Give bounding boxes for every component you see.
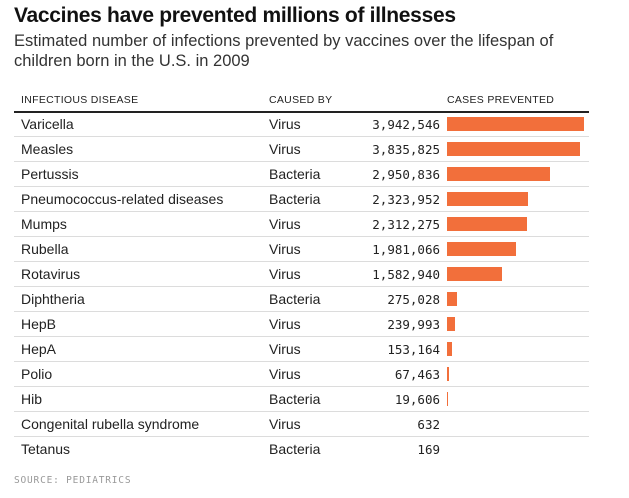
cases-bar <box>447 242 516 256</box>
cases-value-label: 2,312,275 <box>372 217 440 232</box>
cases-bar <box>447 142 581 156</box>
table-row: Mumps Virus 2,312,275 <box>14 212 589 237</box>
table-header: INFECTIOUS DISEASE CAUSED BY CASES PREVE… <box>14 94 589 113</box>
disease-name: HepB <box>21 316 57 332</box>
disease-name: HepA <box>21 341 57 357</box>
disease-name: Pneumococcus-related diseases <box>21 191 224 207</box>
cases-bar <box>447 167 550 181</box>
table-row: Rubella Virus 1,981,066 <box>14 237 589 262</box>
caused-by: Virus <box>269 241 301 257</box>
cases-value-label: 275,028 <box>387 292 440 307</box>
cases-value-label: 239,993 <box>387 317 440 332</box>
disease-name: Mumps <box>21 216 67 232</box>
caused-by: Virus <box>269 416 301 432</box>
cases-value-label: 169 <box>417 442 440 457</box>
table-row: Measles Virus 3,835,825 <box>14 137 589 162</box>
table-row: Rotavirus Virus 1,582,940 <box>14 262 589 287</box>
caused-by: Bacteria <box>269 191 321 207</box>
cases-bar <box>447 342 453 356</box>
cases-value-label: 153,164 <box>387 342 440 357</box>
caused-by: Virus <box>269 266 301 282</box>
disease-name: Tetanus <box>21 441 71 457</box>
cases-bar <box>447 317 456 331</box>
table-row: Tetanus Bacteria 169 <box>14 437 589 461</box>
table-body: Varicella Virus 3,942,546 Measles Virus 3,835… <box>14 112 589 461</box>
cases-bar <box>447 392 448 406</box>
chart-title: Vaccines have prevented millions of illn… <box>14 4 456 27</box>
table-row: Diphtheria Bacteria 275,028 <box>14 287 589 312</box>
caused-by: Virus <box>269 141 301 157</box>
table-row: Pertussis Bacteria 2,950,836 <box>14 162 589 187</box>
cases-value-label: 2,950,836 <box>372 167 440 182</box>
cases-value-label: 2,323,952 <box>372 192 440 207</box>
table-row: Pneumococcus-related diseases Bacteria 2,3… <box>14 187 589 212</box>
table-row: Congenital rubella syndrome Virus 632 <box>14 412 589 437</box>
caused-by: Virus <box>269 216 301 232</box>
table-row: Hib Bacteria 19,606 <box>14 387 589 412</box>
table-row: Varicella Virus 3,942,546 <box>14 112 589 137</box>
disease-name: Rotavirus <box>21 266 81 282</box>
disease-name: Diphtheria <box>21 291 85 307</box>
caused-by: Bacteria <box>269 166 321 182</box>
cases-value-label: 3,835,825 <box>372 142 440 157</box>
cases-bar <box>447 192 528 206</box>
header-cases-prevented: CASES PREVENTED <box>447 94 555 106</box>
disease-name: Varicella <box>21 116 74 132</box>
table-row: Polio Virus 67,463 <box>14 362 589 387</box>
disease-name: Congenital rubella syndrome <box>21 416 200 432</box>
table-row: HepA Virus 153,164 <box>14 337 589 362</box>
cases-bar <box>447 117 584 131</box>
cases-bar <box>447 217 528 231</box>
chart-subtitle: Estimated number of infections prevented… <box>14 32 554 70</box>
caused-by: Bacteria <box>269 291 321 307</box>
cases-bar <box>447 267 502 281</box>
caused-by: Bacteria <box>269 391 321 407</box>
disease-name: Measles <box>21 141 74 157</box>
cases-value-label: 19,606 <box>394 392 440 407</box>
caused-by: Virus <box>269 116 301 132</box>
cases-value-label: 632 <box>417 417 440 432</box>
disease-name: Pertussis <box>21 166 79 182</box>
cases-value-label: 67,463 <box>394 367 440 382</box>
cases-value-label: 1,981,066 <box>372 242 440 257</box>
cases-value-label: 1,582,940 <box>372 267 440 282</box>
source-note: SOURCE: PEDIATRICS <box>14 475 132 486</box>
caused-by: Virus <box>269 341 301 357</box>
disease-name: Hib <box>21 391 43 407</box>
cases-bar <box>447 292 457 306</box>
disease-name: Rubella <box>21 241 69 257</box>
cases-value-label: 3,942,546 <box>372 117 440 132</box>
caused-by: Virus <box>269 366 301 382</box>
table-row: HepB Virus 239,993 <box>14 312 589 337</box>
cases-bar <box>447 367 450 381</box>
caused-by: Virus <box>269 316 301 332</box>
caused-by: Bacteria <box>269 441 321 457</box>
header-infectious-disease: INFECTIOUS DISEASE <box>21 94 139 106</box>
header-caused-by: CAUSED BY <box>269 94 333 106</box>
disease-name: Polio <box>21 366 53 382</box>
